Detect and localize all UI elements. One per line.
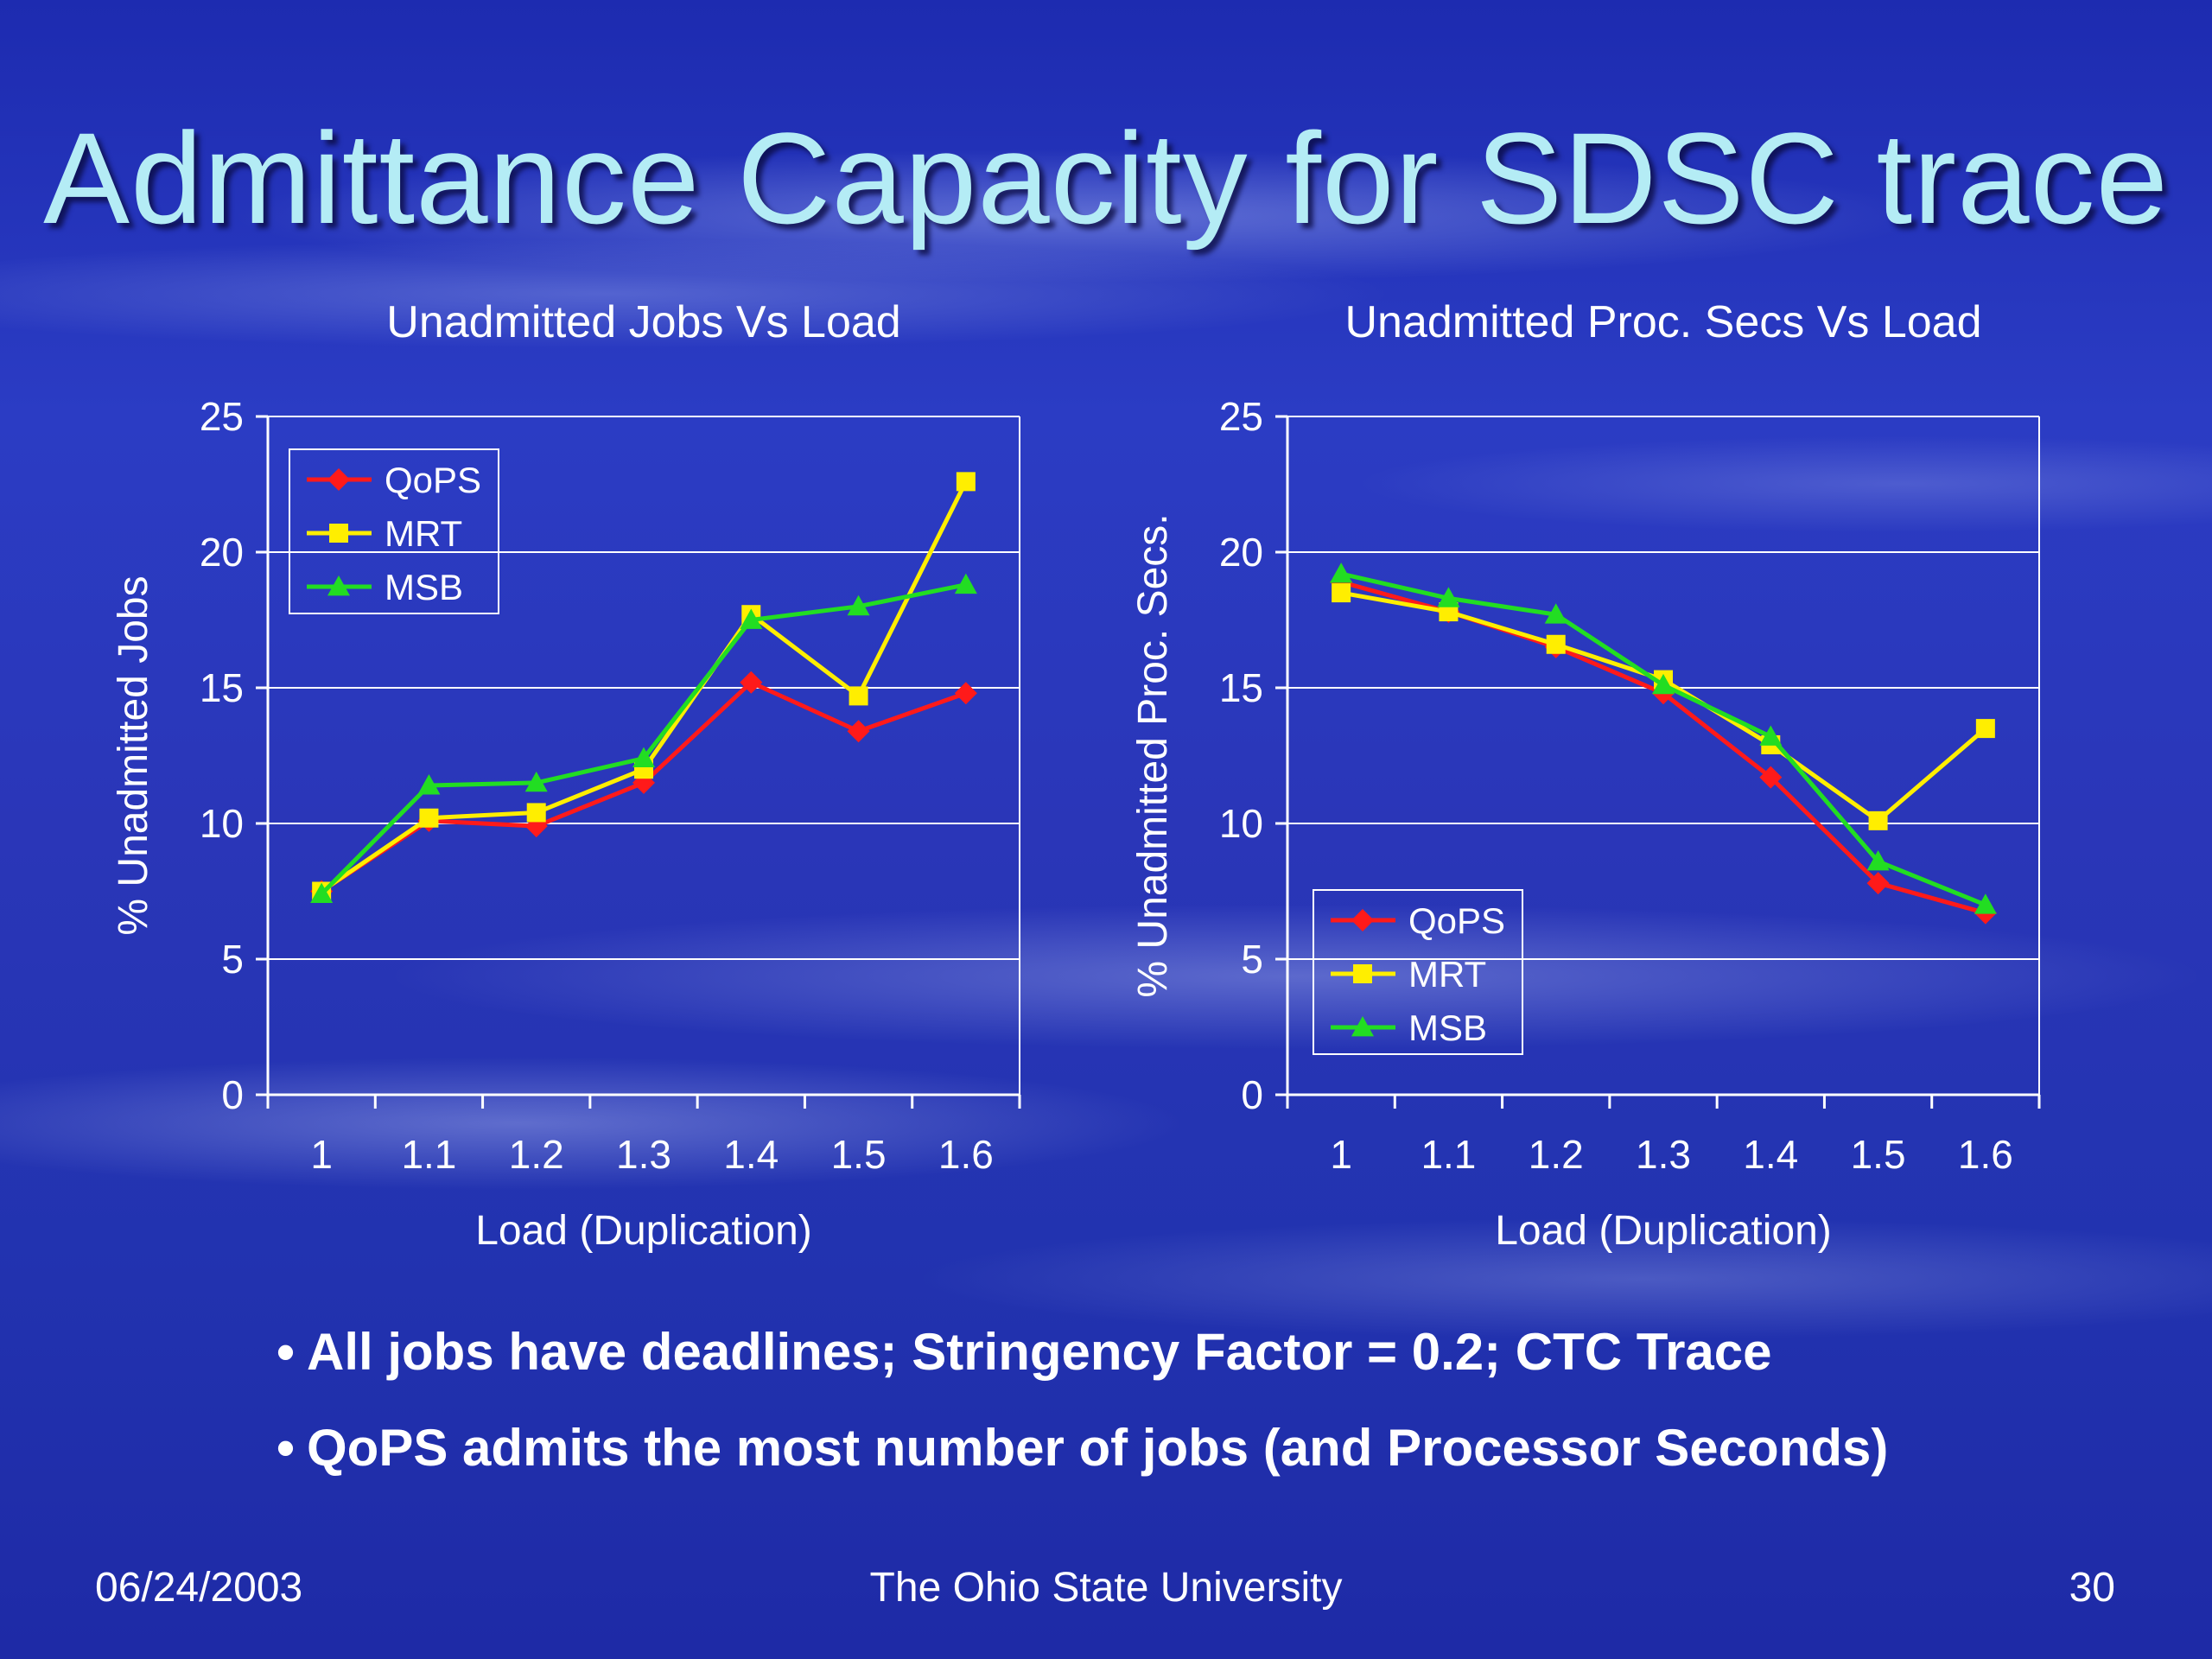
data-point-mrt xyxy=(849,686,868,706)
series-line-msb xyxy=(1340,571,1986,907)
data-point-msb xyxy=(632,747,655,768)
footer-page-number: 30 xyxy=(2069,1565,2115,1611)
data-point-qops xyxy=(847,720,870,743)
data-point-msb xyxy=(1544,603,1567,624)
legend-label: QoPS xyxy=(1408,900,1505,941)
series-line-qops xyxy=(1340,580,1986,916)
y-tick-label: 10 xyxy=(200,801,244,846)
x-tick-label: 1.2 xyxy=(509,1132,564,1177)
x-tick-label: 1.5 xyxy=(1851,1132,1906,1177)
y-tick-label: 20 xyxy=(1219,530,1263,575)
data-point-msb xyxy=(740,608,763,629)
data-point-mrt xyxy=(1975,719,1995,739)
data-point-msb xyxy=(1974,893,1997,914)
y-tick-label: 10 xyxy=(1219,801,1263,846)
x-tick-label: 1.5 xyxy=(831,1132,887,1177)
x-axis-label: Load (Duplication) xyxy=(1495,1208,1832,1254)
y-tick-label: 5 xyxy=(221,937,244,982)
x-tick-label: 1 xyxy=(1330,1132,1352,1177)
data-point-qops xyxy=(740,671,763,694)
x-tick-label: 1.1 xyxy=(1421,1132,1476,1177)
legend-marker xyxy=(1353,964,1372,983)
chart-title: Unadmitted Proc. Secs Vs Load xyxy=(1344,297,1981,347)
footer-university: The Ohio State University xyxy=(869,1565,1343,1611)
x-tick-label: 1.2 xyxy=(1529,1132,1584,1177)
data-point-mrt xyxy=(1546,634,1566,654)
data-point-msb xyxy=(1759,725,1783,746)
data-point-msb xyxy=(417,774,441,795)
data-point-mrt xyxy=(956,472,976,492)
legend-label: MSB xyxy=(385,567,463,607)
legend-box xyxy=(1313,889,1523,1055)
data-point-mrt xyxy=(1868,810,1888,830)
data-point-qops xyxy=(1759,766,1783,789)
series-line-msb xyxy=(320,582,967,896)
y-tick-label: 20 xyxy=(200,530,244,575)
data-point-msb xyxy=(1866,849,1890,871)
x-tick-label: 1.3 xyxy=(1636,1132,1691,1177)
data-point-msb xyxy=(1330,563,1353,583)
legend-marker xyxy=(329,524,348,543)
chart-unadmitted-proc-secs: Unadmitted Proc. Secs Vs Load 0 5 10 15 20 25 1… xyxy=(1130,297,2041,1254)
chart-title: Unadmitted Jobs Vs Load xyxy=(386,297,900,347)
x-axis-label: Load (Duplication) xyxy=(475,1208,812,1254)
x-tick-label: 1.3 xyxy=(616,1132,671,1177)
bullet-text: All jobs have deadlines; Stringency Fact… xyxy=(307,1323,1772,1381)
legend-marker xyxy=(1351,1016,1374,1037)
data-point-mrt xyxy=(526,803,546,823)
x-tick-label: 1.4 xyxy=(1743,1132,1798,1177)
data-point-mrt xyxy=(1332,583,1351,603)
y-tick-label: 0 xyxy=(221,1072,244,1117)
x-tick-label: 1.4 xyxy=(723,1132,779,1177)
slide-title: Admittance Capacity for SDSC trace xyxy=(43,105,2169,251)
legend-marker xyxy=(327,575,350,596)
y-tick-label: 5 xyxy=(1241,937,1263,982)
x-tick-label: 1 xyxy=(310,1132,333,1177)
data-point-msb xyxy=(524,771,548,792)
legend-label: MSB xyxy=(1408,1007,1487,1048)
x-tick-label: 1.1 xyxy=(401,1132,456,1177)
legend-box xyxy=(289,448,499,614)
y-tick-label: 25 xyxy=(1219,394,1263,439)
legend-label: MRT xyxy=(1408,954,1486,995)
bullet-symbol: • xyxy=(276,1419,296,1477)
x-tick-label: 1.6 xyxy=(938,1132,994,1177)
bullet-list: • All jobs have deadlines; Stringency Fac… xyxy=(276,1322,1888,1514)
data-point-msb xyxy=(847,594,870,616)
footer-date: 06/24/2003 xyxy=(95,1565,303,1611)
legend-marker xyxy=(327,468,350,491)
data-point-qops xyxy=(1866,872,1890,895)
chart-unadmitted-jobs: Unadmitted Jobs Vs Load 0 5 10 15 20 25 1 1.1 1.2… xyxy=(111,297,1021,1254)
data-point-msb xyxy=(310,882,334,904)
y-tick-label: 25 xyxy=(200,394,244,439)
bullet-text: QoPS admits the most number of jobs (and… xyxy=(307,1419,1889,1477)
legend-label: MRT xyxy=(385,513,462,554)
bullet-item: • QoPS admits the most number of jobs (an… xyxy=(276,1418,1888,1478)
legend-label: QoPS xyxy=(385,460,481,500)
y-axis-label: % Unadmitted Jobs xyxy=(111,575,156,935)
series-line-mrt xyxy=(1340,590,1987,823)
data-point-msb xyxy=(1652,673,1675,695)
data-point-msb xyxy=(954,573,977,594)
y-tick-label: 15 xyxy=(200,665,244,710)
y-axis-label: % Unadmitted Proc. Secs. xyxy=(1130,513,1176,997)
data-point-msb xyxy=(1437,587,1460,607)
y-tick-label: 15 xyxy=(1219,665,1263,710)
x-tick-label: 1.6 xyxy=(1958,1132,2013,1177)
data-point-qops xyxy=(954,682,977,705)
data-point-mrt xyxy=(419,808,439,828)
bullet-symbol: • xyxy=(276,1323,296,1381)
legend-marker xyxy=(1351,909,1374,931)
bullet-item: • All jobs have deadlines; Stringency Fac… xyxy=(276,1322,1888,1382)
y-tick-label: 0 xyxy=(1241,1072,1263,1117)
